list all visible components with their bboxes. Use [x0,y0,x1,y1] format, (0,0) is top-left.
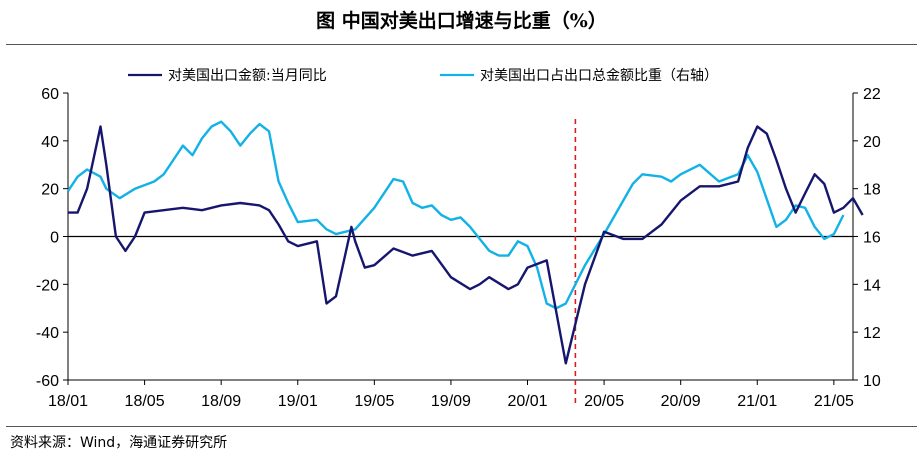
x-tick-label: 19/09 [431,393,471,410]
x-tick-label: 20/09 [661,393,701,410]
source-note: 资料来源：Wind，海通证券研究所 [10,435,228,451]
x-tick-label: 20/01 [507,393,547,410]
y-left-tick-label: 40 [41,134,59,151]
y-right-tick-label: 22 [863,86,881,103]
y-left-tick-label: -20 [36,277,59,294]
legend-label-series2: 对美国出口占出口总金额比重（右轴） [480,68,718,84]
chart-title: 图 中国对美出口增速与比重（%） [316,10,607,32]
series-line-share [67,120,845,310]
source-divider [6,426,917,427]
y-left-tick-label: 20 [41,182,59,199]
x-tick-label: 21/05 [814,393,854,410]
y-right-tick-label: 16 [863,230,881,247]
y-left-tick-label: 0 [50,230,59,247]
series-line-yoy [68,125,864,365]
x-tick-label: 21/01 [737,393,777,410]
axes-layer: 60 40 20 0 -20 -40 -60 22 20 18 16 14 12 10 18/01 18/05… [36,86,881,410]
x-tick-label: 19/05 [354,393,394,410]
y-left-tick-label: -60 [36,373,59,390]
x-tick-label: 18/01 [48,393,88,410]
line-chart: 60 40 20 0 -20 -40 -60 22 20 18 16 14 12 10 18/01 18/05… [36,68,881,410]
x-tick-label: 20/05 [584,393,624,410]
y-left-tick-label: -40 [36,325,59,342]
x-tick-label: 19/01 [278,393,318,410]
chart-legend: 对美国出口金额:当月同比 对美国出口占出口总金额比重（右轴） [128,68,718,84]
y-right-tick-label: 18 [863,182,881,199]
title-divider [6,44,917,45]
y-right-tick-label: 12 [863,325,881,342]
y-right-tick-label: 14 [863,277,881,294]
legend-label-series1: 对美国出口金额:当月同比 [168,68,327,84]
y-right-tick-label: 20 [863,134,881,151]
x-tick-label: 18/05 [125,393,165,410]
x-tick-label: 18/09 [201,393,241,410]
y-left-tick-label: 60 [41,86,59,103]
series-layer [67,120,864,365]
y-right-tick-label: 10 [863,373,881,390]
